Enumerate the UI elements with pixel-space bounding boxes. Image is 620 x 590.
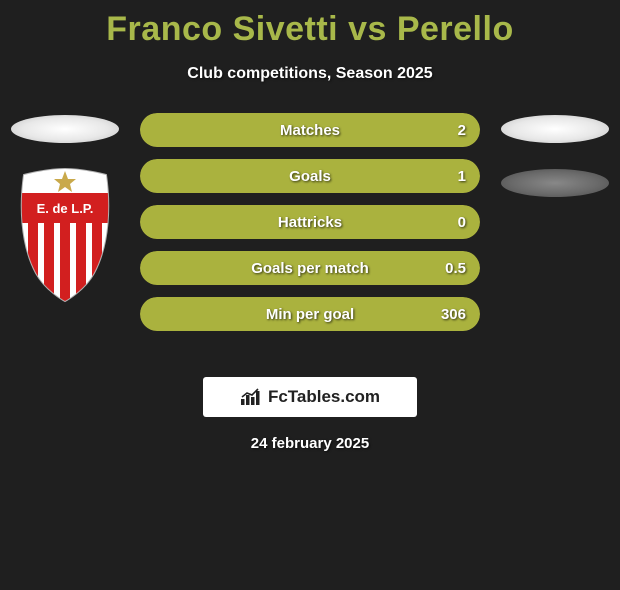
stat-bars: Matches 2 Goals 1 Hattricks 0 Goals per …: [140, 113, 480, 343]
right-player-column: [490, 113, 620, 197]
stat-row-goals-per-match: Goals per match 0.5: [140, 251, 480, 285]
branding-text: FcTables.com: [268, 387, 380, 407]
comparison-area: E. de L.P. Matches 2 Goals 1 Hattricks 0…: [0, 113, 620, 353]
crest-initials: E. de L.P.: [37, 201, 94, 216]
stat-row-min-per-goal: Min per goal 306: [140, 297, 480, 331]
stat-value-left: 0.5: [445, 251, 466, 285]
stat-label: Goals per match: [140, 251, 480, 285]
club-crest-left: E. de L.P.: [14, 163, 116, 303]
stat-label: Matches: [140, 113, 480, 147]
player-avatar-placeholder-right: [501, 115, 609, 143]
stat-label: Goals: [140, 159, 480, 193]
stat-row-goals: Goals 1: [140, 159, 480, 193]
club-crest-placeholder-right: [501, 169, 609, 197]
stat-row-matches: Matches 2: [140, 113, 480, 147]
page-title: Franco Sivetti vs Perello: [0, 10, 620, 49]
stat-value-left: 2: [458, 113, 466, 147]
subtitle: Club competitions, Season 2025: [0, 65, 620, 83]
stat-label: Min per goal: [140, 297, 480, 331]
player-avatar-placeholder-left: [11, 115, 119, 143]
branding-box: FcTables.com: [203, 377, 417, 417]
stat-value-left: 1: [458, 159, 466, 193]
date-text: 24 february 2025: [0, 435, 620, 452]
left-player-column: E. de L.P.: [0, 113, 130, 303]
stat-value-left: 306: [441, 297, 466, 331]
stat-value-left: 0: [458, 205, 466, 239]
stat-row-hattricks: Hattricks 0: [140, 205, 480, 239]
stat-label: Hattricks: [140, 205, 480, 239]
bar-chart-icon: [240, 388, 262, 406]
